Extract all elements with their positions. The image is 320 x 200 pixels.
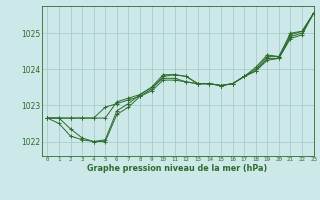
X-axis label: Graphe pression niveau de la mer (hPa): Graphe pression niveau de la mer (hPa) [87, 164, 268, 173]
